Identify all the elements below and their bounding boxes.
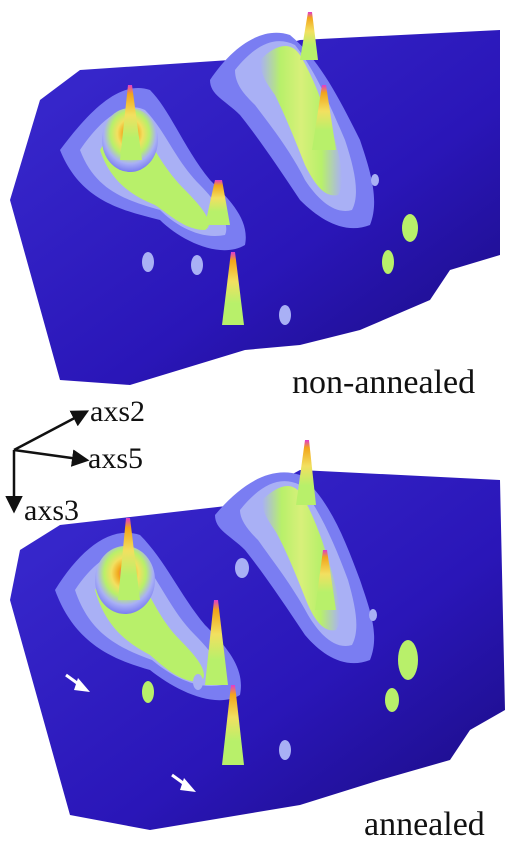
- panel-label-non-annealed: non-annealed: [292, 364, 476, 401]
- bump-1: [235, 558, 249, 578]
- bump-6: [398, 640, 418, 680]
- spike-left-tall: [118, 518, 140, 600]
- spike-right-mid: [315, 550, 336, 610]
- axis-arrow-axs5: [13, 448, 90, 467]
- bump-1: [142, 252, 154, 272]
- annotation-arrow-2: [171, 773, 196, 792]
- spike-front: [222, 685, 244, 765]
- spike-front: [222, 252, 244, 325]
- bump-6: [371, 174, 379, 186]
- annotation-arrow-1: [65, 673, 90, 692]
- bump-3: [279, 305, 291, 325]
- bump-5: [402, 214, 418, 242]
- bump-4: [382, 250, 394, 274]
- spike-center: [205, 600, 228, 685]
- panel-label-annealed: annealed: [364, 806, 485, 843]
- axis-label-axs3: axs3: [24, 494, 79, 527]
- bump-7: [369, 609, 377, 621]
- spike-right-tall: [296, 440, 316, 505]
- bump-2: [142, 681, 154, 703]
- axis-label-axs5: axs5: [88, 442, 143, 475]
- bump-5: [385, 688, 399, 712]
- non-annealed-surface-plot: [10, 12, 500, 385]
- bump-2: [191, 255, 203, 275]
- spike-right-mid: [312, 85, 336, 150]
- bump-4: [279, 740, 291, 760]
- axes-arrows: [5, 410, 90, 514]
- annealed-surface-panel: annealed: [0, 420, 522, 843]
- spike-right-tall: [300, 12, 318, 60]
- bump-3: [193, 674, 203, 690]
- axes-legend: axs2 axs5 axs3: [0, 392, 180, 532]
- spike-center-small: [205, 180, 230, 225]
- annealed-surface-plot: [10, 440, 505, 830]
- ridge-right-core: [260, 45, 342, 196]
- non-annealed-surface-panel: non-annealed: [0, 0, 522, 420]
- axis-label-axs2: axs2: [90, 395, 145, 428]
- spike-left-tall: [120, 85, 142, 160]
- axis-arrow-axs2: [13, 410, 90, 452]
